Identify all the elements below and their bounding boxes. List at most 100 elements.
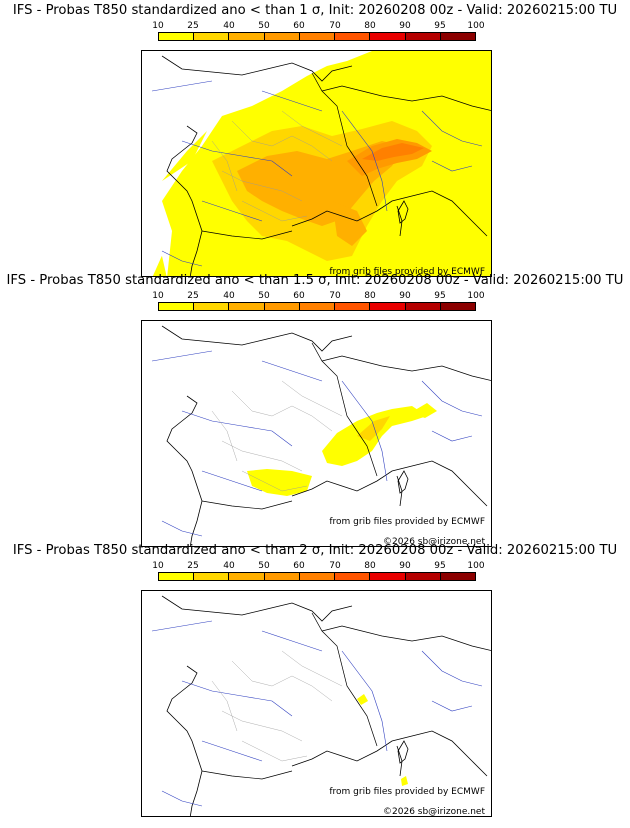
- copyright-credit: ©2026 sb@irizone.net: [383, 537, 485, 547]
- legend-label: 25: [187, 561, 199, 571]
- source-credit: from grib files provided by ECMWF: [329, 787, 485, 797]
- legend-label: 100: [467, 561, 485, 571]
- panel-title: IFS - Probas T850 standardized ano < tha…: [6, 273, 624, 288]
- legend-labels: 10 25 40 50 60 70 80 90 95 100: [0, 291, 630, 302]
- probability-map: from grib files provided by ECMWF ©2026 …: [141, 50, 492, 277]
- legend-swatch: [159, 573, 195, 580]
- legend-label: 40: [223, 291, 235, 301]
- probability-map: from grib files provided by ECMWF ©2026 …: [141, 590, 492, 817]
- legend-swatch: [370, 33, 406, 40]
- legend-label: 95: [434, 561, 446, 571]
- prob-area-10-alps: [410, 403, 437, 418]
- legend-label: 70: [329, 561, 341, 571]
- sea-area-south: [142, 226, 164, 276]
- rivers: [151, 80, 483, 267]
- legend-label: 25: [187, 21, 199, 31]
- country-border: [201, 72, 491, 240]
- legend-label: 60: [293, 561, 305, 571]
- legend-labels: 10 25 40 50 60 70 80 90 95 100: [0, 561, 630, 572]
- corsica-outline: [397, 470, 409, 494]
- legend-swatch: [440, 573, 475, 580]
- corsica-outline: [397, 740, 409, 764]
- prob-area-40b: [332, 201, 367, 246]
- legend-swatch: [159, 303, 195, 310]
- legend-swatch: [299, 303, 336, 310]
- legend-labels: 10 25 40 50 60 70 80 90 95 100: [0, 21, 630, 32]
- coastline: [161, 325, 353, 546]
- legend-swatch: [194, 573, 230, 580]
- legend-swatch: [370, 573, 406, 580]
- coastline: [161, 595, 353, 816]
- legend-label: 100: [467, 21, 485, 31]
- region-borders: [211, 650, 343, 762]
- prob-area-10-small: [357, 694, 368, 705]
- legend-swatch: [229, 573, 265, 580]
- legend-label: 40: [223, 21, 235, 31]
- legend-label: 60: [293, 21, 305, 31]
- legend-swatch: [264, 573, 300, 580]
- coastline: [161, 55, 353, 276]
- map-canvas: [151, 325, 491, 546]
- map-canvas: [151, 595, 491, 816]
- legend-label: 95: [434, 21, 446, 31]
- legend-label: 70: [329, 21, 341, 31]
- copyright-credit: ©2026 sb@irizone.net: [383, 807, 485, 817]
- legend-swatch: [440, 33, 475, 40]
- legend-swatch: [440, 303, 475, 310]
- legend-swatch: [229, 33, 265, 40]
- source-credit: from grib files provided by ECMWF: [329, 267, 485, 277]
- panel-3: IFS - Probas T850 standardized ano < tha…: [0, 543, 630, 817]
- panel-2: IFS - Probas T850 standardized ano < tha…: [0, 273, 630, 547]
- legend-swatch: [405, 33, 441, 40]
- legend-swatch: [159, 33, 195, 40]
- legend-label: 60: [293, 291, 305, 301]
- prob-area-10-corsica: [401, 776, 408, 786]
- legend-label: 80: [364, 21, 376, 31]
- legend-label: 50: [258, 561, 270, 571]
- legend-swatch: [405, 303, 441, 310]
- legend-label: 90: [399, 291, 411, 301]
- region-borders: [211, 380, 343, 492]
- probability-map: from grib files provided by ECMWF ©2026 …: [141, 320, 492, 547]
- legend-label: 90: [399, 561, 411, 571]
- panel-title: IFS - Probas T850 standardized ano < tha…: [12, 3, 618, 18]
- legend-label: 40: [223, 561, 235, 571]
- panel-1: IFS - Probas T850 standardized ano < tha…: [0, 3, 630, 277]
- country-border: [201, 342, 491, 510]
- legend-label: 50: [258, 291, 270, 301]
- color-legend-bar: [158, 32, 476, 41]
- legend-label: 70: [329, 291, 341, 301]
- legend-label: 10: [152, 291, 164, 301]
- sea-area: [142, 51, 242, 161]
- legend-swatch: [194, 33, 230, 40]
- legend-label: 90: [399, 21, 411, 31]
- rivers: [151, 350, 483, 537]
- legend-swatch: [405, 573, 441, 580]
- country-border: [201, 612, 491, 780]
- prob-area-25: [357, 416, 390, 441]
- color-legend-bar: [158, 302, 476, 311]
- legend-swatch: [335, 33, 371, 40]
- prob-area-10-west: [162, 131, 207, 181]
- legend-swatch: [335, 303, 371, 310]
- legend-swatch: [229, 303, 265, 310]
- legend-label: 50: [258, 21, 270, 31]
- legend-label: 10: [152, 21, 164, 31]
- map-canvas: [142, 51, 491, 276]
- legend-label: 25: [187, 291, 199, 301]
- legend-label: 100: [467, 291, 485, 301]
- rivers: [151, 620, 483, 807]
- legend-label: 10: [152, 561, 164, 571]
- prob-area-10-pyr: [247, 469, 312, 496]
- legend-label: 95: [434, 291, 446, 301]
- legend-swatch: [335, 573, 371, 580]
- source-credit: from grib files provided by ECMWF: [329, 517, 485, 527]
- color-legend-bar: [158, 572, 476, 581]
- corsica-outline: [397, 200, 409, 224]
- legend-swatch: [264, 303, 300, 310]
- legend-swatch: [264, 33, 300, 40]
- coastline-med: [291, 730, 488, 777]
- panel-title: IFS - Probas T850 standardized ano < tha…: [12, 543, 618, 558]
- region-borders: [211, 110, 343, 222]
- legend-swatch: [370, 303, 406, 310]
